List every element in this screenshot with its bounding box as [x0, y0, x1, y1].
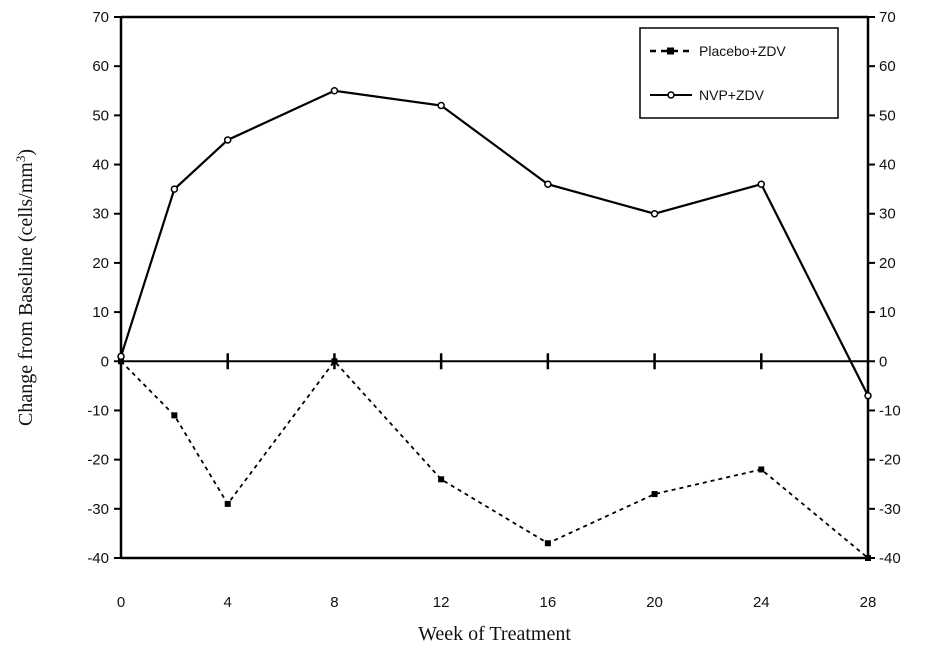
y-tick-label-left: 40 — [92, 157, 109, 174]
data-point-placebo-zdv — [118, 358, 124, 365]
x-tick-label: 0 — [117, 594, 125, 611]
y-axis-title-close: ) — [15, 149, 37, 156]
y-tick-label-right: -40 — [879, 550, 901, 567]
y-tick-label-left: 0 — [101, 353, 109, 370]
zero-axis — [121, 353, 868, 370]
legend-placebo-marker — [667, 47, 674, 55]
y-tick-label-right: 40 — [879, 157, 896, 174]
x-tick-label: 4 — [224, 594, 232, 611]
y-tick-label-right: -30 — [879, 501, 901, 518]
x-axis-title: Week of Treatment — [418, 623, 571, 645]
y-tick-label-right: 70 — [879, 9, 896, 26]
legend-box — [639, 27, 839, 119]
y-tick-label-right: 10 — [879, 304, 896, 321]
data-point-nvp-zdv — [330, 87, 339, 95]
x-axis: 0 4 8 12 16 20 24 28 — [117, 594, 877, 611]
y-tick-label-right: 30 — [879, 206, 896, 223]
series-line-nvp-zdv — [119, 89, 869, 397]
data-point-placebo-zdv — [865, 555, 871, 561]
y-tick-label-left: 60 — [92, 58, 109, 75]
data-point-placebo-zdv — [171, 412, 178, 419]
x-tick-label: 24 — [753, 594, 770, 611]
y-tick-label-left: 30 — [92, 206, 109, 223]
legend-placebo-label: Placebo+ZDV — [699, 43, 786, 59]
y-axis-left: -40 -30 -20 -10 0 10 20 30 40 50 60 70 — [87, 9, 121, 567]
y-tick-label-left: -10 — [87, 402, 109, 419]
y-tick-label-right: 0 — [879, 353, 887, 370]
x-tick-label: 16 — [540, 594, 557, 611]
data-point-placebo-zdv — [651, 491, 658, 498]
y-tick-label-left: -40 — [87, 550, 109, 567]
data-point-nvp-zdv — [544, 180, 552, 188]
plot-frame — [119, 15, 870, 560]
y-tick-label-left: -30 — [87, 501, 109, 518]
y-tick-label-left: -20 — [87, 452, 109, 469]
data-point-nvp-zdv — [437, 101, 445, 110]
x-tick-label: 20 — [646, 594, 663, 611]
data-point-placebo-zdv — [544, 540, 551, 547]
x-tick-label: 8 — [330, 594, 338, 611]
x-tick-label: 12 — [433, 594, 450, 611]
series-layer — [117, 87, 872, 561]
data-point-nvp-zdv — [223, 136, 232, 144]
data-point-placebo-zdv — [224, 500, 231, 507]
legend-nvp-label: NVP+ZDV — [699, 87, 765, 103]
y-tick-label-left: 10 — [92, 304, 109, 321]
data-point-nvp-zdv — [170, 185, 179, 193]
legend: Placebo+ZDV NVP+ZDV — [639, 27, 839, 119]
data-point-nvp-zdv — [757, 180, 766, 188]
data-point-nvp-zdv — [650, 209, 659, 218]
data-point-placebo-zdv — [331, 358, 338, 365]
data-point-nvp-zdv — [117, 352, 125, 361]
legend-nvp-marker — [667, 91, 675, 99]
series-line-placebo-zdv — [120, 359, 869, 559]
y-axis-title-superscript: 3 — [13, 156, 28, 163]
y-tick-label-left: 70 — [92, 9, 109, 26]
y-tick-label-left: 50 — [92, 107, 109, 124]
data-point-nvp-zdv — [864, 391, 872, 400]
y-tick-label-right: 50 — [879, 107, 896, 124]
y-axis-right: -40 -30 -20 -10 0 10 20 30 40 50 60 70 — [868, 9, 901, 567]
x-tick-label: 28 — [860, 594, 877, 611]
y-tick-label-right: -20 — [879, 452, 901, 469]
data-point-placebo-zdv — [438, 476, 445, 483]
y-tick-label-right: 60 — [879, 58, 896, 75]
data-point-placebo-zdv — [758, 466, 765, 473]
y-tick-label-right: 20 — [879, 255, 896, 272]
y-axis-title-main: Change from Baseline (cells/mm — [15, 162, 37, 426]
y-tick-label-left: 20 — [92, 255, 109, 272]
y-tick-label-right: -10 — [879, 402, 901, 419]
y-axis-title: Change from Baseline (cells/mm3) — [13, 149, 38, 426]
